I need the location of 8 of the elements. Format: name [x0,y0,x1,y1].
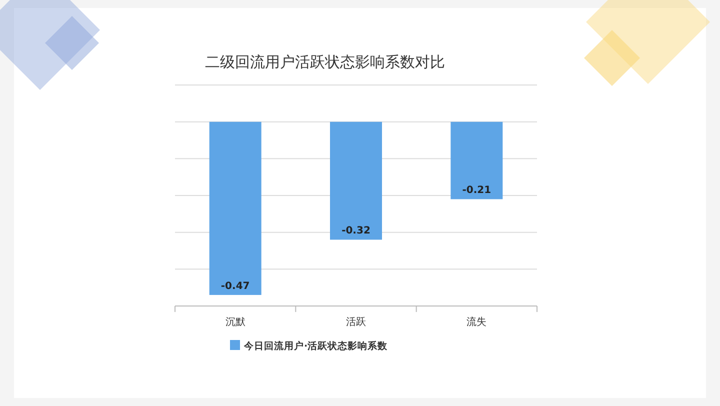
data-label: -0.21 [462,185,492,196]
x-tick-label: 沉默 [225,316,246,328]
chart-title: 二级回流用户活跃状态影响系数对比 [205,53,445,71]
x-tick-label: 流失 [466,316,487,328]
data-label: -0.47 [220,280,250,292]
legend-label: 今日回流用户·活跃状态影响系数 [243,340,389,352]
x-tick-label: 活跃 [346,316,366,328]
data-label: -0.32 [342,226,370,237]
